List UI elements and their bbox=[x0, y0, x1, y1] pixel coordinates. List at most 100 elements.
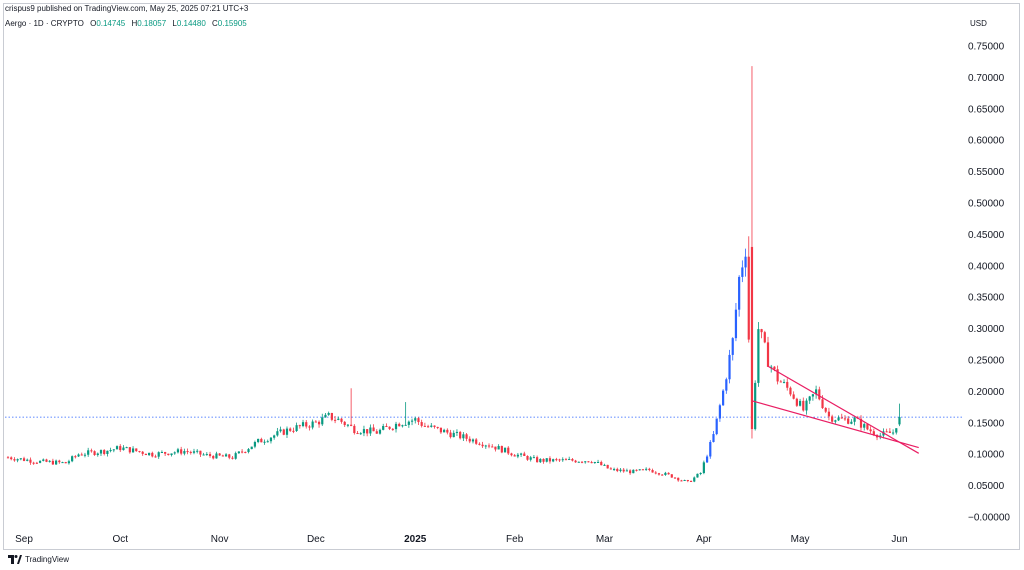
candle bbox=[465, 433, 468, 442]
candle bbox=[135, 448, 138, 452]
ohlc-open-value: 0.14745 bbox=[96, 19, 126, 28]
candle bbox=[51, 458, 54, 465]
candle bbox=[574, 459, 577, 463]
candle bbox=[237, 451, 240, 454]
candle bbox=[452, 430, 455, 438]
candle bbox=[481, 441, 484, 448]
candle bbox=[157, 451, 160, 459]
x-tick-label: Apr bbox=[696, 534, 712, 545]
candle bbox=[673, 477, 677, 479]
candle bbox=[372, 424, 375, 432]
candle bbox=[147, 452, 151, 457]
candle bbox=[382, 423, 385, 431]
candles-layer bbox=[6, 66, 901, 483]
candle bbox=[629, 469, 632, 475]
candle bbox=[593, 461, 596, 464]
candle bbox=[231, 455, 234, 460]
candle bbox=[240, 449, 244, 454]
candle bbox=[417, 417, 420, 426]
candle bbox=[689, 480, 693, 482]
candle bbox=[45, 458, 48, 463]
candle bbox=[333, 416, 337, 424]
candle bbox=[859, 415, 863, 431]
symbol-legend[interactable]: Aergo · 1D · CRYPTO O0.14745 H0.18057 L0… bbox=[5, 19, 247, 28]
candle bbox=[80, 452, 83, 456]
candle bbox=[545, 458, 548, 463]
candle bbox=[744, 248, 747, 277]
candle bbox=[754, 380, 757, 431]
candle bbox=[285, 426, 289, 438]
candle bbox=[600, 460, 603, 466]
tradingview-label: TradingView bbox=[25, 555, 70, 564]
candle bbox=[58, 459, 61, 464]
candle bbox=[705, 454, 709, 463]
candle bbox=[67, 459, 71, 465]
candle bbox=[330, 412, 333, 422]
candle bbox=[603, 463, 606, 466]
candle bbox=[590, 460, 593, 464]
candle bbox=[850, 419, 853, 425]
candle bbox=[728, 349, 731, 384]
candle bbox=[173, 451, 176, 455]
candle bbox=[260, 437, 263, 443]
candle bbox=[827, 407, 831, 421]
x-tick-label: Mar bbox=[596, 534, 614, 545]
candle bbox=[548, 456, 552, 464]
candle bbox=[455, 429, 459, 437]
candle bbox=[657, 472, 661, 476]
candle bbox=[616, 467, 619, 473]
candle bbox=[362, 425, 366, 437]
candle bbox=[805, 398, 808, 415]
y-tick-label: 0.75000 bbox=[968, 42, 1005, 53]
candle bbox=[818, 386, 821, 401]
tradingview-logo-icon bbox=[8, 555, 22, 564]
candle bbox=[131, 446, 135, 453]
candle bbox=[734, 303, 738, 342]
candle bbox=[763, 330, 766, 344]
ohlc-close-value: 0.15905 bbox=[217, 19, 247, 28]
candle bbox=[141, 450, 144, 456]
candle bbox=[6, 456, 10, 459]
candle bbox=[792, 391, 795, 400]
candle bbox=[305, 420, 308, 429]
candle bbox=[516, 452, 519, 459]
candle bbox=[317, 420, 321, 428]
candle bbox=[766, 336, 770, 367]
candle bbox=[571, 457, 574, 462]
candle bbox=[619, 467, 622, 473]
candle bbox=[622, 468, 625, 473]
candle bbox=[353, 424, 356, 435]
candle bbox=[234, 451, 237, 460]
candle bbox=[215, 451, 218, 459]
tradingview-brand[interactable]: TradingView bbox=[8, 555, 69, 564]
candle bbox=[789, 386, 792, 397]
y-axis[interactable]: 0.75000 0.70000 0.65000 0.60000 0.55000 0.500… bbox=[968, 42, 1010, 524]
candle bbox=[298, 424, 301, 429]
candle bbox=[106, 450, 109, 457]
candle bbox=[834, 419, 837, 424]
candle bbox=[539, 458, 542, 463]
candle bbox=[635, 469, 638, 472]
x-axis[interactable]: Sep Oct Nov Dec 2025 Feb Mar Apr May Jun bbox=[15, 534, 907, 545]
candle bbox=[167, 453, 170, 456]
candle bbox=[446, 428, 449, 435]
symbol-name[interactable]: Aergo · 1D · CRYPTO bbox=[5, 19, 84, 28]
candle bbox=[266, 439, 269, 443]
ohlc-open-label: O bbox=[90, 19, 97, 28]
candle bbox=[42, 458, 45, 462]
candle bbox=[122, 445, 125, 451]
candle bbox=[654, 471, 657, 475]
candle bbox=[385, 423, 388, 427]
currency-label[interactable]: USD bbox=[970, 19, 987, 28]
y-tick-label: 0.35000 bbox=[968, 293, 1005, 304]
candle bbox=[96, 452, 99, 457]
candle bbox=[414, 416, 417, 424]
candle bbox=[523, 451, 526, 457]
candle bbox=[436, 426, 439, 430]
candle bbox=[875, 434, 879, 441]
candle bbox=[898, 403, 901, 427]
candle bbox=[750, 66, 754, 439]
candle bbox=[439, 427, 443, 434]
